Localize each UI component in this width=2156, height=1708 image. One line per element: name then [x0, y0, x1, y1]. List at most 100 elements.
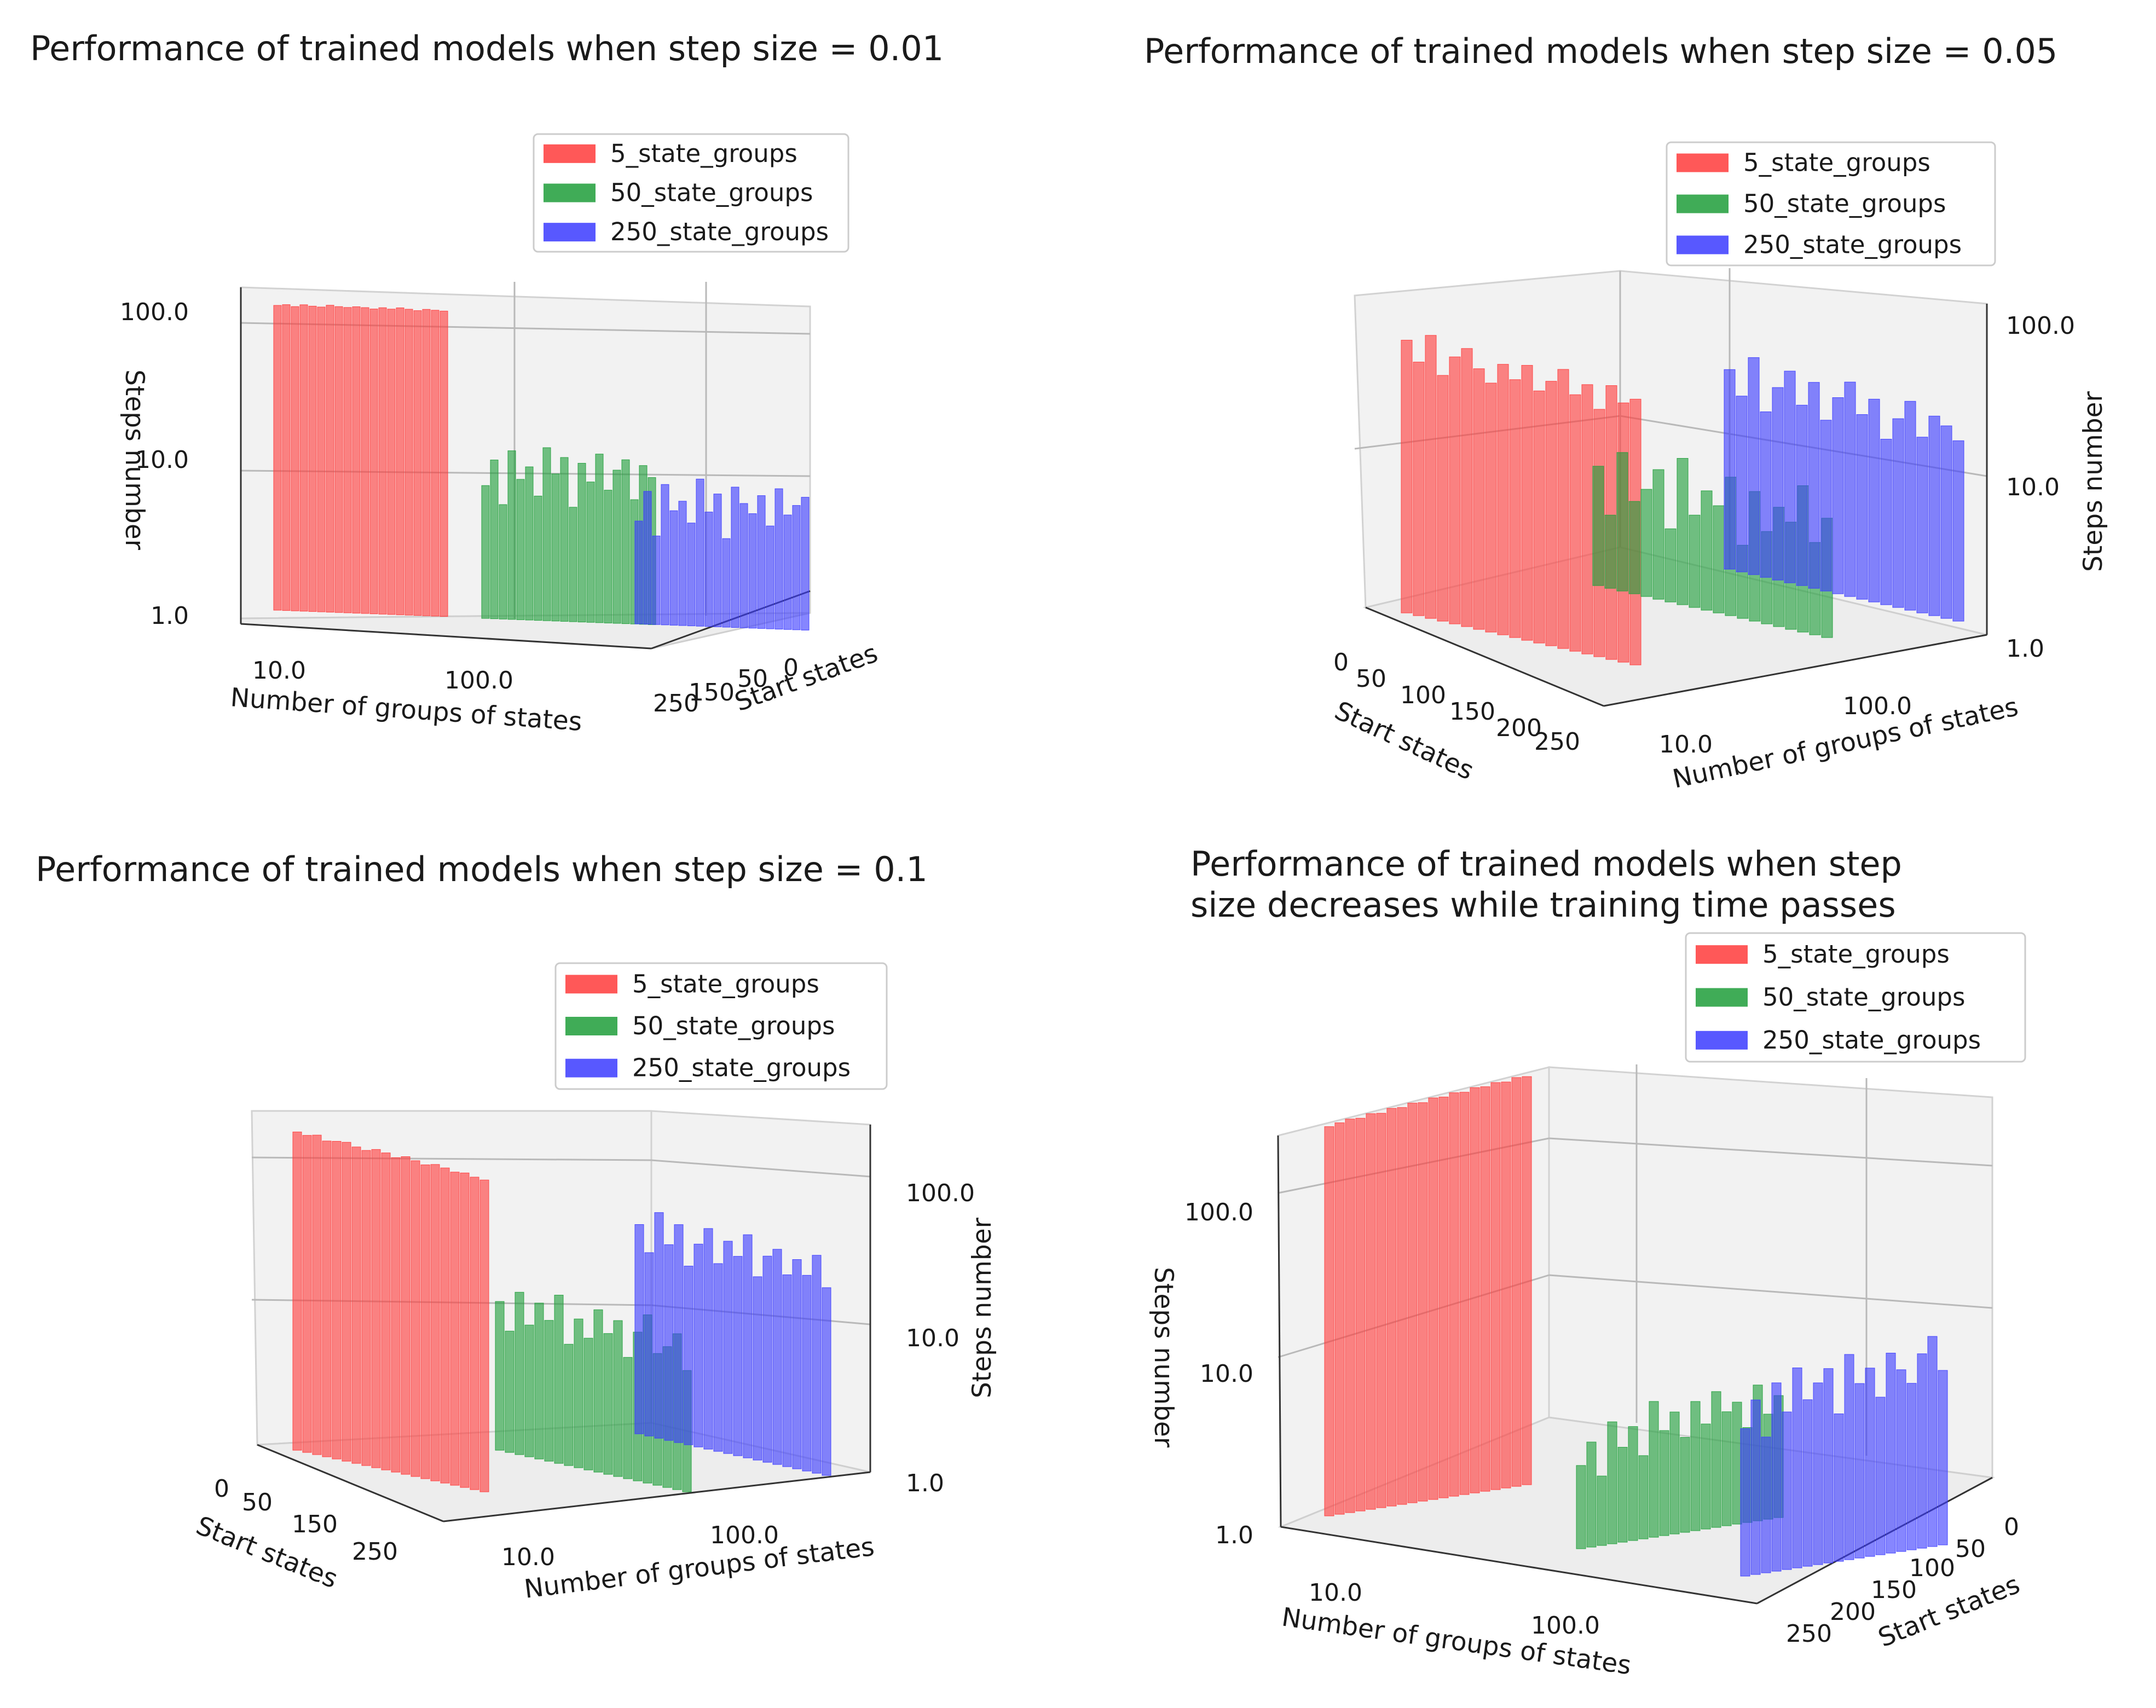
- bar-250_state_groups-17: [1917, 1353, 1927, 1549]
- z-tick-label: 100.0: [906, 1179, 975, 1207]
- x-axis-line: [443, 1471, 871, 1522]
- bar-5_state_groups-16: [413, 310, 422, 616]
- legend-label-50_state_groups: 50_state_groups: [1743, 189, 1946, 218]
- chart-panel-step-decreasing: Performance of trained models when step …: [1148, 844, 2026, 1681]
- bar-5_state_groups-14: [396, 308, 404, 615]
- bar-5_state_groups-8: [343, 307, 352, 613]
- bar-50_state_groups-13: [595, 454, 604, 623]
- bar-5_state_groups-0: [273, 305, 282, 611]
- bar-50_state_groups-2: [515, 1292, 524, 1455]
- bar-250_state_groups-11: [1854, 1383, 1865, 1559]
- legend-label-5_state_groups: 5_state_groups: [1762, 940, 1950, 969]
- x-tick-label: 100.0: [710, 1521, 779, 1549]
- legend-swatch-250_state_groups: [1677, 235, 1729, 254]
- bar-50_state_groups-7: [564, 1344, 574, 1466]
- bar-5_state_groups-9: [1418, 1102, 1428, 1502]
- bar-50_state_groups-0: [1592, 466, 1604, 586]
- z-axis-label: Steps number: [119, 369, 149, 551]
- bar-250_state_groups-4: [669, 510, 678, 626]
- y-tick-label: 200: [1830, 1598, 1876, 1626]
- legend-swatch-50_state_groups: [1677, 194, 1729, 213]
- bar-5_state_groups-13: [420, 1165, 430, 1479]
- bar-5_state_groups-13: [1459, 1092, 1470, 1495]
- bar-250_state_groups-13: [762, 1255, 772, 1463]
- x-tick-label: 100.0: [444, 667, 513, 694]
- bar-250_state_groups-14: [1886, 1352, 1896, 1554]
- y-tick-label: 250: [653, 690, 699, 717]
- x-tick-label: 100.0: [1843, 692, 1912, 720]
- gridline: [651, 1159, 871, 1178]
- bar-5_state_groups-7: [361, 1150, 371, 1466]
- legend-label-50_state_groups: 50_state_groups: [610, 178, 813, 207]
- legend-label-5_state_groups: 5_state_groups: [632, 969, 819, 998]
- bar-50_state_groups-4: [534, 1302, 544, 1460]
- z-tick-label: 100.0: [2006, 312, 2075, 340]
- bar-5_state_groups-11: [401, 1156, 411, 1475]
- bar-5_state_groups-3: [1437, 375, 1449, 622]
- z-tick-label: 1.0: [151, 602, 189, 630]
- bar-250_state_groups-15: [1896, 1369, 1906, 1552]
- bar-50_state_groups-8: [574, 1318, 583, 1468]
- bar-250_state_groups-6: [1802, 1399, 1813, 1567]
- bar-5_state_groups-7: [334, 306, 343, 613]
- bar-5_state_groups-15: [1581, 384, 1593, 655]
- x-axis-line: [240, 623, 652, 650]
- bar-250_state_groups-0: [634, 520, 643, 624]
- bar-5_state_groups-5: [317, 306, 326, 612]
- bar-5_state_groups-1: [302, 1135, 312, 1453]
- bar-250_state_groups-9: [1834, 1413, 1844, 1562]
- bar-250_state_groups-5: [1792, 1367, 1802, 1568]
- legend-swatch-5_state_groups: [1677, 153, 1729, 172]
- bar-50_state_groups-11: [603, 1333, 613, 1475]
- bar-50_state_groups-11: [1690, 1401, 1701, 1531]
- bar-250_state_groups-6: [693, 1243, 703, 1448]
- bar-5_state_groups-6: [1473, 368, 1485, 630]
- bar-250_state_groups-5: [684, 1265, 693, 1445]
- bar-5_state_groups-2: [1345, 1119, 1355, 1513]
- bar-5_state_groups-10: [391, 1157, 401, 1473]
- bar-250_state_groups-6: [1796, 404, 1808, 586]
- bar-5_state_groups-0: [1324, 1126, 1334, 1516]
- bar-50_state_groups-16: [621, 459, 630, 624]
- legend: 5_state_groups 50_state_groups 250_state_g…: [1685, 932, 2026, 1063]
- bar-250_state_groups-14: [757, 495, 766, 629]
- bar-50_state_groups-5: [544, 1320, 554, 1462]
- bar-250_state_groups-17: [802, 1275, 812, 1472]
- bar-50_state_groups-3: [507, 450, 516, 620]
- bar-250_state_groups-8: [1820, 420, 1832, 592]
- bar-50_state_groups-0: [495, 1301, 505, 1451]
- bar-50_state_groups-6: [534, 495, 542, 621]
- bar-5_state_groups-1: [1413, 362, 1425, 616]
- y-tick-label: 0: [783, 654, 799, 682]
- x-axis-line: [1603, 634, 1987, 707]
- bar-50_state_groups-0: [1576, 1465, 1586, 1549]
- chart-panel-step-0-05: Performance of trained models when step …: [1144, 31, 2108, 795]
- z-tick-label: 100.0: [1184, 1199, 1253, 1226]
- bar-marks: [1401, 335, 1964, 665]
- bar-250_state_groups-8: [704, 512, 713, 627]
- bar-5_state_groups-0: [1401, 340, 1413, 613]
- legend-box: [533, 133, 849, 253]
- bar-50_state_groups-12: [586, 482, 595, 623]
- bar-5_state_groups-9: [352, 306, 361, 613]
- bar-5_state_groups-18: [431, 310, 440, 617]
- x-axis-label: Number of groups of states: [229, 682, 583, 737]
- bar-250_state_groups-17: [1928, 415, 1940, 616]
- bar-250_state_groups-15: [766, 525, 774, 629]
- bar-5_state_groups-12: [411, 1160, 420, 1477]
- legend: 5_state_groups 50_state_groups 250_state_g…: [533, 133, 849, 253]
- bar-50_state_groups-3: [1628, 501, 1640, 594]
- bar-50_state_groups-13: [1711, 1391, 1721, 1528]
- x-axis-label: Number of groups of states: [523, 1532, 876, 1605]
- bar-5_state_groups-14: [1569, 394, 1581, 652]
- legend-box: [554, 962, 888, 1090]
- bar-50_state_groups-4: [516, 479, 525, 620]
- bar-50_state_groups-12: [613, 1320, 623, 1477]
- bar-250_state_groups-7: [1813, 1382, 1823, 1565]
- legend: 5_state_groups 50_state_groups 250_state_g…: [1666, 141, 1996, 267]
- bar-5_state_groups-16: [450, 1172, 460, 1486]
- bar-250_state_groups-3: [1760, 411, 1772, 578]
- bar-50_state_groups-15: [612, 470, 621, 624]
